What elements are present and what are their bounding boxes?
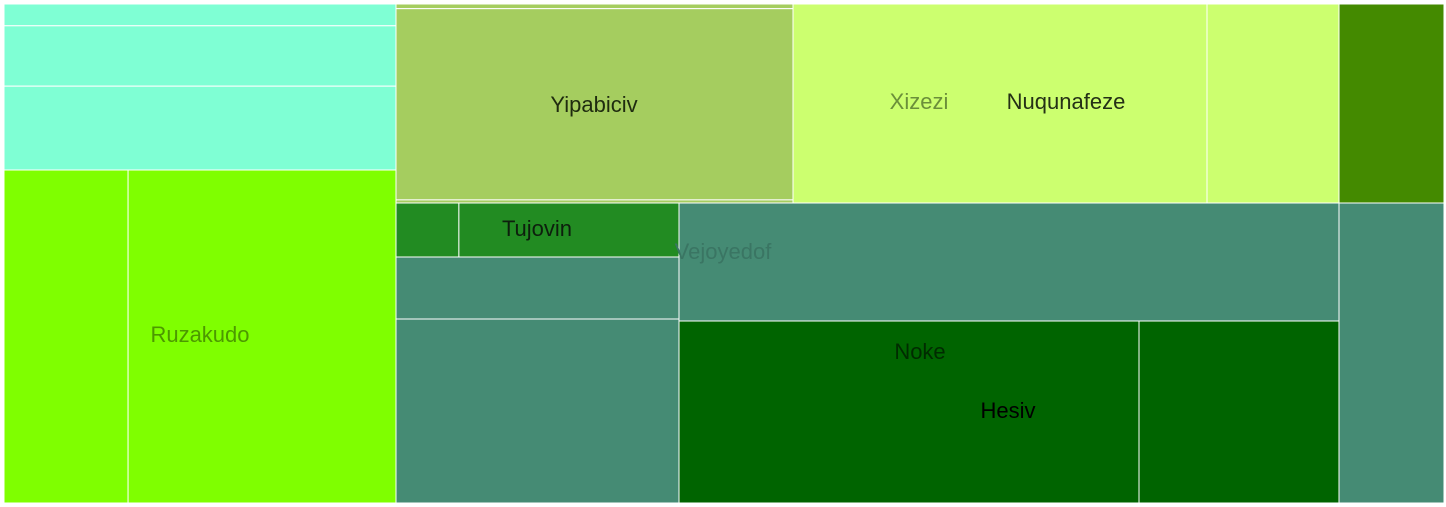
treemap-tile-ruzakudo-1 [3, 169, 129, 504]
treemap-tile-ruzakudo-2 [127, 169, 397, 504]
treemap-tile-yipabiciv-1 [395, 3, 794, 10]
treemap-tile-vejoyedof-3 [678, 202, 1340, 322]
treemap-tile-noke-1 [678, 320, 1140, 504]
treemap-tile-1 [3, 3, 397, 27]
treemap-label-ruzakudo: Ruzakudo [150, 322, 249, 347]
treemap-label-tujovin: Tujovin [502, 216, 572, 241]
treemap-tile-xizezi-1 [792, 3, 1208, 204]
treemap-label-xizezi: Xizezi [890, 89, 949, 114]
treemap-tile-tujovin-1 [395, 202, 460, 258]
treemap-label-yipabiciv: Yipabiciv [550, 92, 637, 117]
treemap-tile-vejoyedof-2 [395, 318, 680, 504]
treemap-label-hesiv: Hesiv [980, 398, 1035, 423]
treemap-tile-yipabiciv-2 [395, 8, 794, 201]
treemap-tile-3 [3, 85, 397, 171]
treemap-tile-nuqunafeze-1 [1206, 3, 1340, 204]
treemap-tile-hesiv-1 [1138, 320, 1340, 504]
treemap-tile-1 [1338, 3, 1445, 204]
treemap-tile-vejoyedof-4 [1338, 202, 1445, 504]
treemap-label-noke: Noke [894, 339, 945, 364]
treemap-label-vejoyedof: Vejoyedof [675, 239, 773, 264]
treemap-tile-vejoyedof-1 [395, 256, 680, 320]
treemap-tile-2 [3, 25, 397, 87]
treemap-label-nuqunafeze: Nuqunafeze [1007, 89, 1126, 114]
